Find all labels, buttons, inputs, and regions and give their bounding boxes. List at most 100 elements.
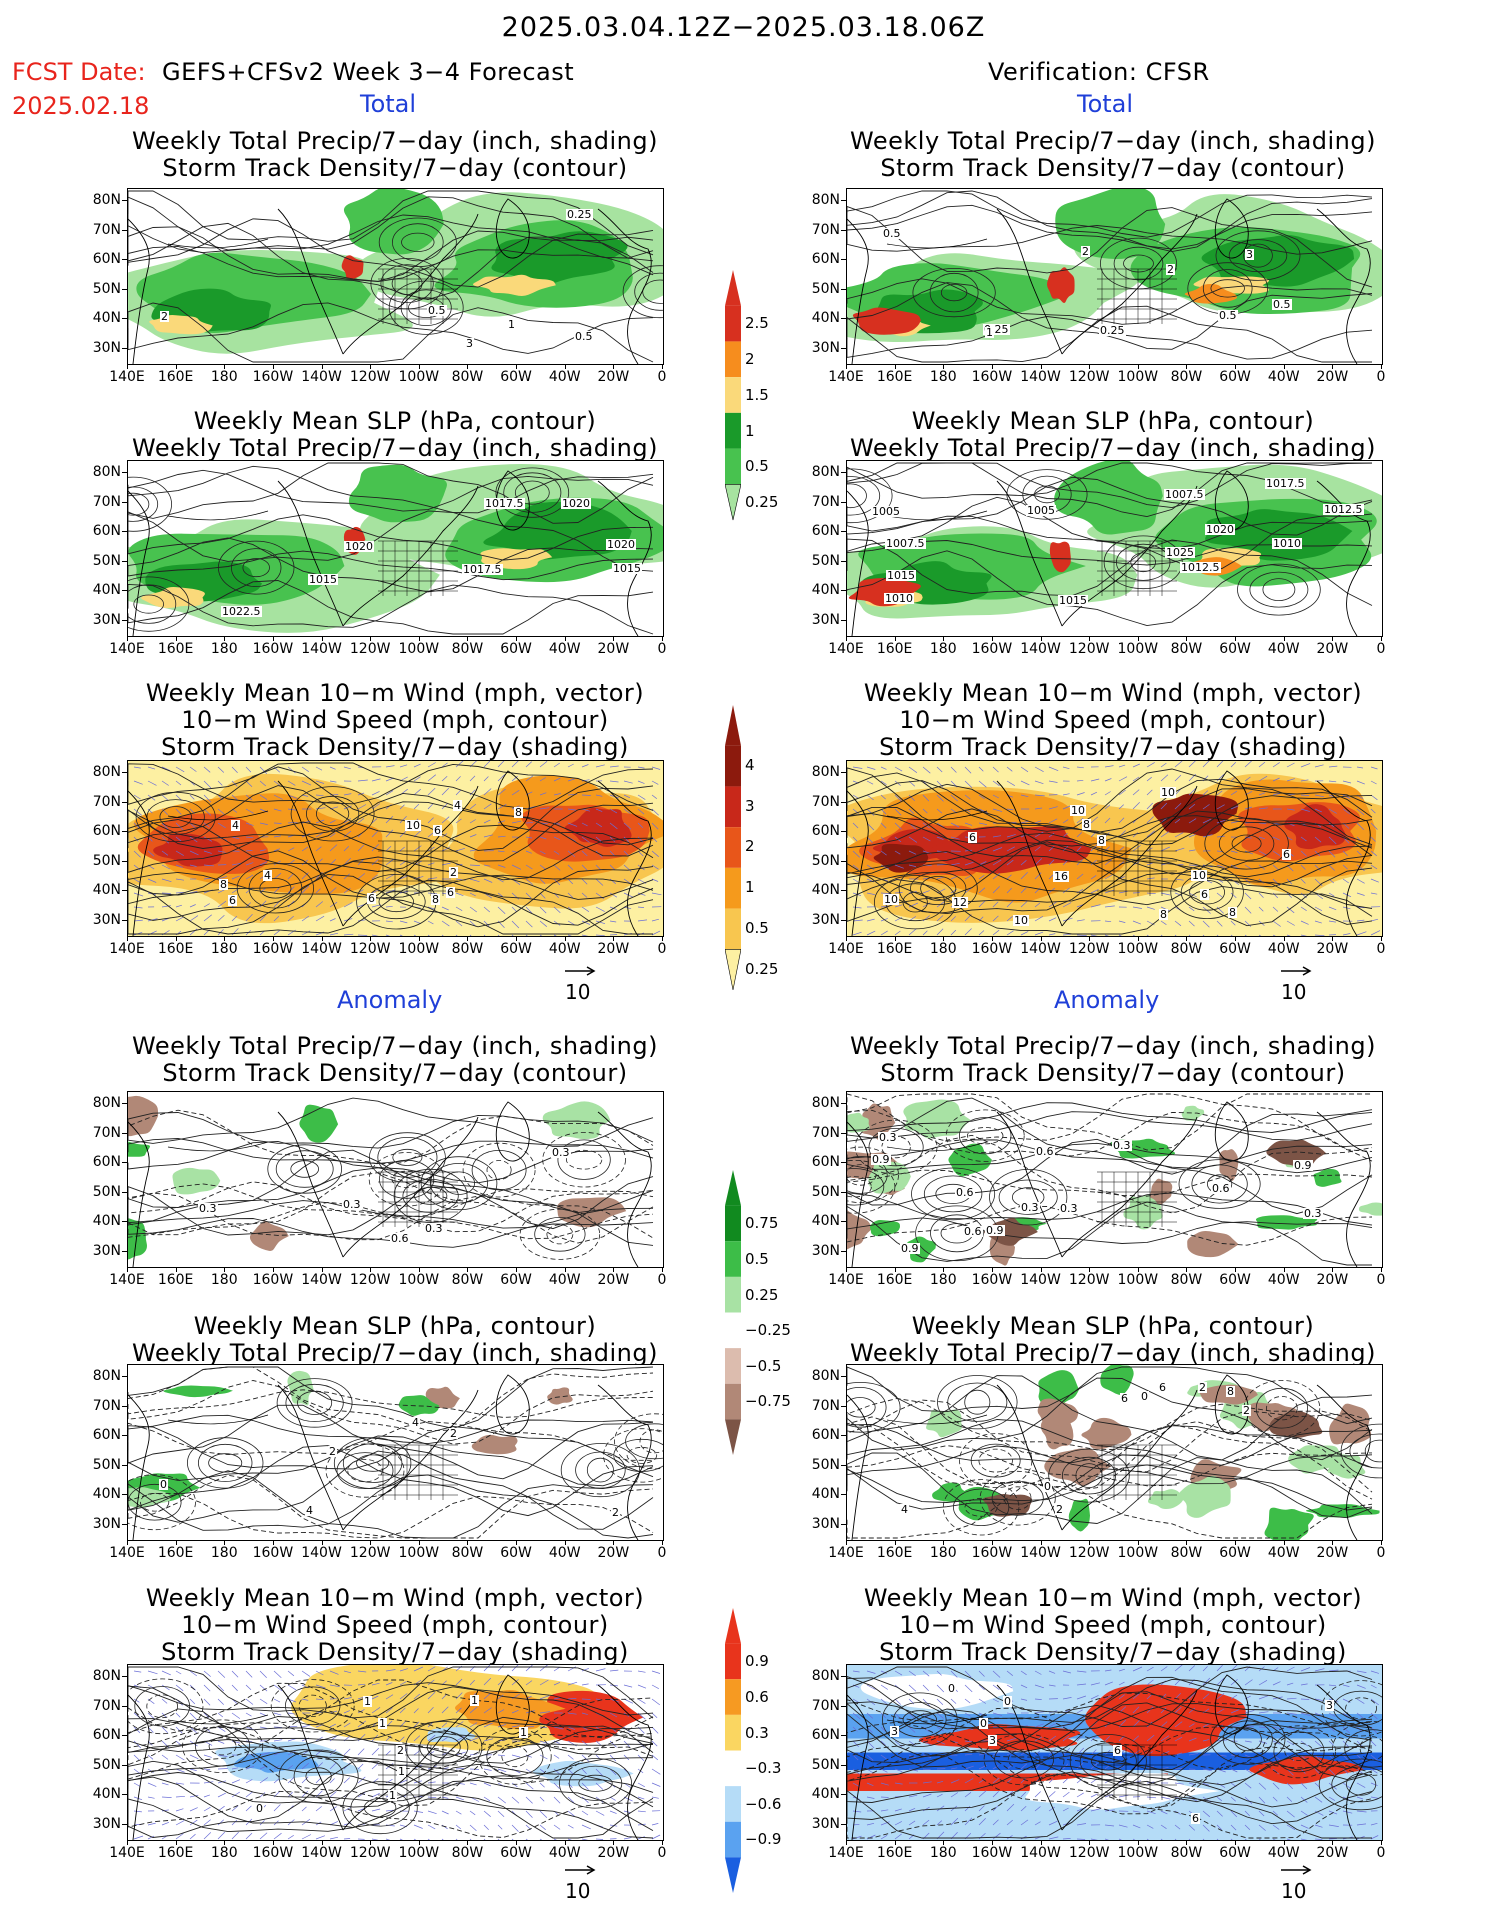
lon-tick-label: 0 xyxy=(657,941,667,957)
colorbar-label: 0.75 xyxy=(745,1214,779,1233)
lon-tick-label: 60W xyxy=(500,641,532,657)
contour-label: 8 xyxy=(1226,1385,1235,1398)
contour-label: 0.3 xyxy=(1303,1207,1323,1220)
contour-label: 1 xyxy=(507,318,516,331)
contour-label: 0 xyxy=(255,1802,264,1815)
colorbar-label: 0.9 xyxy=(745,1652,769,1671)
contour-label: 1020 xyxy=(1205,523,1235,536)
lon-tick xyxy=(175,1840,177,1845)
lon-tick xyxy=(127,1267,128,1272)
colorbar-label: 4 xyxy=(745,755,755,774)
lon-tick xyxy=(991,1267,993,1272)
lon-tick-label: 80W xyxy=(451,641,484,657)
lat-tick-label: 40N xyxy=(92,882,121,898)
lon-tick-label: 100W xyxy=(398,1545,440,1561)
contour-label: 4 xyxy=(453,799,462,812)
lat-tick-label: 70N xyxy=(92,1124,121,1141)
colorbar-precip xyxy=(724,270,742,528)
lon-tick-label: 180 xyxy=(929,369,957,385)
lat-tick-label: 80N xyxy=(92,192,121,208)
contour-label: 2 xyxy=(1081,245,1090,258)
map-canvas xyxy=(847,1365,1382,1540)
vector-reference-1: 10 xyxy=(563,958,597,1004)
contour-label: 8 xyxy=(514,806,523,819)
contour-label: 10 xyxy=(405,819,421,832)
contour-label: 1 xyxy=(378,1717,387,1730)
vector-reference-4: 10 xyxy=(1279,1857,1313,1903)
lat-tick xyxy=(122,772,127,773)
lon-tick xyxy=(1186,1840,1188,1845)
lat-tick xyxy=(841,1132,846,1134)
lon-tick xyxy=(1040,1840,1042,1845)
lat-tick xyxy=(841,1494,846,1495)
lon-tick-label: 100W xyxy=(1117,1845,1159,1861)
lon-tick xyxy=(1283,364,1285,369)
lon-tick-label: 160E xyxy=(876,369,913,385)
lon-tick-label: 140E xyxy=(828,369,864,385)
contour-label: 8 xyxy=(431,893,440,906)
lon-tick-label: 160W xyxy=(252,1272,294,1288)
lon-tick xyxy=(272,1540,274,1545)
lat-tick-label: 50N xyxy=(92,1456,121,1473)
lon-tick xyxy=(846,1840,847,1845)
panel-title-line: Weekly Total Precip/7−day (inch, shading… xyxy=(132,127,658,155)
lon-tick xyxy=(1040,936,1042,941)
lon-tick xyxy=(1235,1540,1237,1545)
lon-tick-label: 40W xyxy=(548,369,581,385)
contour-label: 0.9 xyxy=(871,1153,891,1166)
lat-tick xyxy=(122,831,127,832)
lat-tick-label: 80N xyxy=(92,1668,121,1684)
lat-tick xyxy=(122,1162,127,1163)
fcst-date: 2025.02.18 xyxy=(12,92,150,120)
lon-tick xyxy=(1235,1840,1237,1845)
lat-tick xyxy=(841,501,846,503)
vector-arrow-icon xyxy=(1281,966,1312,976)
contour-label: 10 xyxy=(1070,804,1086,817)
lon-tick xyxy=(991,1540,993,1545)
lon-tick xyxy=(1186,1267,1188,1272)
lon-tick xyxy=(894,636,896,641)
lon-tick-label: 100W xyxy=(1117,641,1159,657)
lat-tick-label: 60N xyxy=(92,1154,121,1170)
lat-tick-label: 70N xyxy=(811,1124,840,1141)
lon-tick-label: 140W xyxy=(1020,1272,1061,1288)
colorbar-label: 1.5 xyxy=(745,385,769,404)
lon-tick xyxy=(991,364,993,369)
contour-label: 1015 xyxy=(308,573,338,586)
lat-tick xyxy=(841,772,846,773)
contour-label: 0 xyxy=(1043,1480,1052,1493)
contour-label: 3 xyxy=(890,1725,899,1738)
lat-tick-label: 50N xyxy=(811,1183,840,1200)
lon-tick xyxy=(1040,1540,1042,1545)
contour-label: 1010 xyxy=(1272,537,1302,550)
lat-tick xyxy=(122,590,127,591)
lat-tick xyxy=(841,1103,846,1104)
lon-tick xyxy=(894,936,896,941)
lon-tick xyxy=(370,1267,372,1272)
lat-tick xyxy=(841,1435,846,1436)
lat-tick xyxy=(122,347,127,349)
lon-tick xyxy=(321,1267,323,1272)
lon-tick-label: 40W xyxy=(1267,641,1300,657)
lat-tick-label: 80N xyxy=(92,1095,121,1111)
contour-label: 0.5 xyxy=(574,330,594,343)
lon-tick-label: 160E xyxy=(876,941,913,957)
lon-tick xyxy=(321,364,323,369)
vector-reference-label: 10 xyxy=(565,980,591,1004)
lon-tick xyxy=(846,936,847,941)
lon-tick xyxy=(894,1540,896,1545)
fcst-model-label: GEFS+CFSv2 Week 3−4 Forecast xyxy=(162,58,575,86)
lat-tick xyxy=(841,1705,846,1707)
lon-tick xyxy=(370,364,372,369)
lon-tick-label: 120W xyxy=(349,1845,391,1861)
lon-tick xyxy=(272,1267,274,1272)
lat-tick xyxy=(122,860,127,862)
lon-tick xyxy=(1235,1267,1237,1272)
lon-tick xyxy=(894,1840,896,1845)
lon-tick-label: 60W xyxy=(1219,1272,1251,1288)
panel-title-line: Weekly Total Precip/7−day (inch, shading… xyxy=(850,1339,1376,1367)
contour-label: 16 xyxy=(1053,870,1069,883)
lat-tick xyxy=(122,288,127,290)
lon-tick-label: 20W xyxy=(597,641,630,657)
lat-tick xyxy=(122,1464,127,1466)
